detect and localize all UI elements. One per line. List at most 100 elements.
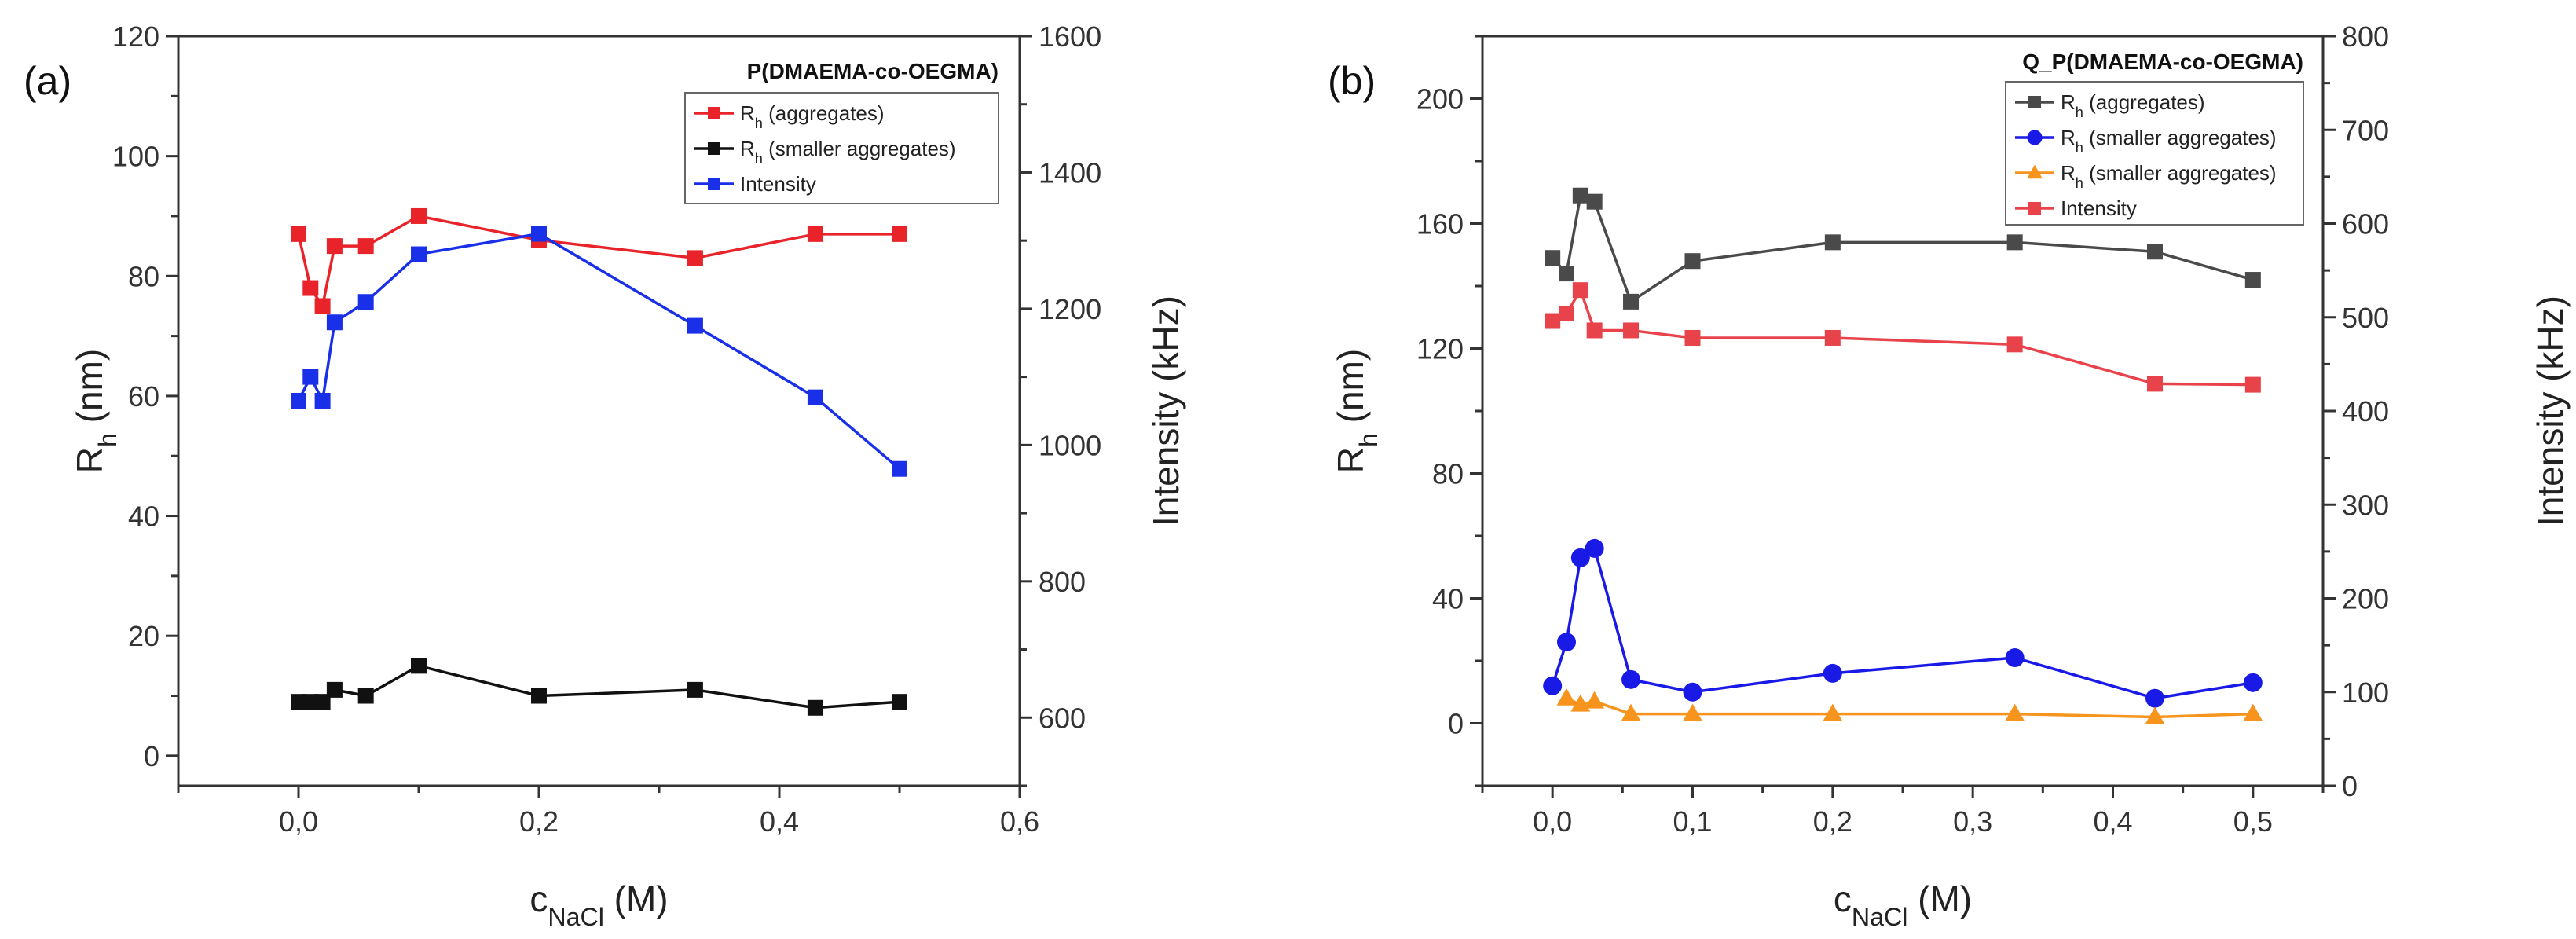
data-point (326, 314, 343, 331)
data-point (531, 688, 547, 704)
data-point (1621, 703, 1641, 721)
data-point (1823, 703, 1843, 721)
series-line (1551, 193, 2254, 304)
legend-box (684, 92, 999, 204)
data-point (1557, 633, 1576, 652)
y-tick-label: 0 (1448, 708, 1464, 740)
data-point (1621, 669, 1641, 689)
x-tick-label: 0,4 (2093, 805, 2132, 838)
data-point (892, 226, 907, 242)
data-point (314, 392, 331, 409)
data-point (2147, 244, 2163, 260)
legend-marker (2028, 202, 2041, 215)
chart-panel-b: 0,0 0,1 0,2 0,3 0,4 0,5 0 40 80 120 160 200 0 100 200 3… (1328, 20, 2571, 931)
legend: Rh (aggregates) Rh (smaller aggregates) Rh… (2005, 81, 2304, 226)
y-tick-label: 60 (128, 380, 159, 413)
y-tick-label: 160 (1416, 208, 1464, 240)
data-point (357, 238, 374, 255)
data-point (2006, 234, 2023, 251)
series-1 (291, 658, 907, 716)
legend-marker (2027, 130, 2043, 145)
y2-tick-label: 700 (2342, 114, 2389, 146)
data-point (314, 694, 331, 710)
legend-label: Rh (smaller aggregates) (2061, 126, 2277, 156)
data-point (2243, 673, 2263, 692)
x-tick-label: 0,5 (2233, 805, 2273, 838)
legend-marker (708, 142, 720, 155)
data-point (807, 226, 823, 242)
data-point (357, 688, 374, 704)
data-point (291, 392, 306, 409)
x-axis-label: cNaCl (M) (1834, 878, 1972, 931)
x-tick-label: 0,0 (279, 805, 318, 838)
data-point (2147, 376, 2163, 392)
data-point (807, 699, 823, 716)
legend-label: Rh (aggregates) (2061, 90, 2205, 120)
legend-box (2005, 81, 2304, 226)
y2-tick-label: 800 (1039, 566, 1086, 598)
data-point (314, 298, 331, 314)
data-point (1559, 305, 1574, 321)
y-tick-label: 40 (128, 501, 159, 533)
series-line (1551, 546, 2254, 700)
y2-tick-label: 1400 (1039, 156, 1101, 189)
y-tick-label: 120 (1416, 333, 1464, 365)
legend-label: Rh (smaller aggregates) (740, 137, 956, 167)
y2-tick-label: 200 (2342, 583, 2389, 615)
data-point (1684, 329, 1701, 346)
y2-tick-label: 800 (2342, 20, 2389, 53)
data-point (531, 226, 547, 242)
chart-title: P(DMAEMA-co-OEGMA) (747, 59, 999, 83)
data-point (2244, 272, 2261, 288)
y2-tick-label: 1000 (1039, 429, 1101, 461)
legend-label: Intensity (740, 172, 816, 196)
data-point (1543, 676, 1563, 695)
series-2 (291, 226, 907, 477)
y-tick-label: 120 (112, 20, 159, 53)
legend-marker (708, 178, 720, 190)
data-point (1545, 313, 1561, 329)
plot-frame (177, 35, 1021, 787)
y2-tick-label: 500 (2342, 302, 2389, 334)
data-point (357, 294, 374, 310)
data-point (1586, 322, 1603, 339)
series-2 (1556, 688, 2263, 724)
x-tick-label: 0,2 (519, 805, 559, 838)
y-tick-label: 200 (1416, 83, 1464, 116)
panel-label: (b) (1328, 59, 1376, 103)
legend-label: Rh (aggregates) (740, 101, 885, 131)
data-point (291, 694, 306, 710)
data-point (2243, 703, 2263, 721)
data-point (687, 317, 703, 334)
data-point (1570, 694, 1591, 712)
data-point (1559, 266, 1574, 282)
data-point (2244, 376, 2261, 393)
data-point (1823, 663, 1842, 683)
y2-tick-label: 100 (2342, 677, 2389, 709)
data-point (1545, 250, 1561, 266)
data-point (1572, 282, 1588, 299)
series-3 (1545, 282, 2261, 393)
chart-panel-a: 0,0 0,2 0,4 0,6 0 20 40 60 80 100 120 600 800 1000 120… (24, 20, 1186, 931)
data-point (807, 389, 823, 405)
data-point (1556, 688, 1577, 706)
data-point (302, 280, 319, 296)
x-tick-label: 0,0 (1533, 805, 1572, 838)
legend-marker (2027, 164, 2043, 179)
y-tick-label: 20 (128, 620, 159, 652)
data-point (687, 681, 703, 698)
data-point (1623, 322, 1640, 339)
series-line (297, 215, 900, 310)
data-point (1586, 193, 1603, 210)
y2-axis-label: Intensity (kHz) (2530, 295, 2571, 526)
data-point (1683, 682, 1702, 702)
y-axis-label: Rh (nm) (69, 349, 122, 473)
data-point (1684, 253, 1701, 270)
legend: Rh (aggregates) Rh (smaller aggregates) In… (684, 92, 999, 204)
y-tick-label: 80 (128, 260, 159, 292)
data-point (1824, 234, 1841, 251)
data-point (1572, 187, 1588, 204)
series-0 (291, 207, 907, 314)
y2-tick-label: 1200 (1039, 293, 1101, 325)
